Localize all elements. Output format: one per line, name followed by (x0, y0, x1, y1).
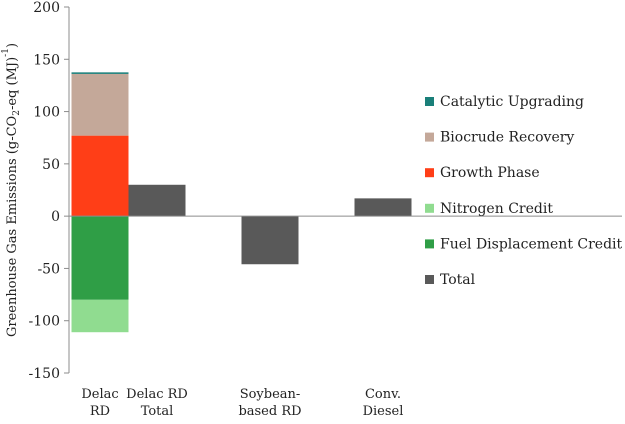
legend-swatch (425, 132, 434, 142)
legend-label: Total (440, 272, 476, 288)
category-label: Soybean-based RD (238, 387, 301, 419)
y-tick-label: 50 (42, 157, 60, 173)
category-label-line: Diesel (363, 404, 404, 419)
y-tick-label: 100 (33, 105, 60, 121)
legend-swatch (425, 97, 434, 106)
y-tick-label: -100 (29, 314, 60, 330)
y-axis-title-part: ) (5, 43, 20, 48)
y-ticks-group: -150 -100 -50 0 50 100 150 200 (29, 0, 69, 382)
y-tick-label: 150 (33, 52, 60, 68)
bar-biocrude-recovery-0 (71, 73, 129, 136)
category-label-line: Conv. (365, 387, 401, 402)
category-label-line: Delac (81, 387, 118, 402)
category-label: Conv. Diesel (363, 387, 404, 419)
category-label-line: based RD (238, 404, 301, 419)
category-label: Delac RD (81, 387, 118, 419)
legend-label: Catalytic Upgrading (440, 94, 584, 110)
y-tick-label: 0 (51, 209, 60, 225)
y-tick-label: 200 (33, 0, 60, 16)
legend-swatch (425, 203, 434, 213)
bar-growth-phase-0 (71, 135, 129, 217)
bar-total-1 (128, 184, 186, 217)
legend-label: Growth Phase (440, 165, 540, 181)
category-label-line: Soybean- (240, 387, 301, 402)
legend-label: Fuel Displacement Credit (440, 236, 623, 252)
bar-nitrogen-credit-0 (71, 299, 129, 333)
category-label-line: Total (141, 404, 174, 419)
y-axis-title-part: Greenhouse Gas Emissions (g-CO (5, 116, 20, 337)
legend: Catalytic Upgrading Biocrude Recovery Grow… (425, 94, 623, 288)
legend-swatch (425, 239, 434, 249)
y-tick-label: -150 (29, 366, 60, 382)
bar-catalytic-upgrading-0 (71, 72, 129, 74)
legend-label: Biocrude Recovery (440, 130, 574, 146)
category-label: Delac RD Total (126, 387, 188, 419)
legend-swatch (425, 275, 434, 284)
y-tick-label: -50 (37, 261, 60, 277)
axis-group (68, 7, 622, 373)
bars-group (71, 72, 412, 333)
y-axis-title-part: 2 (12, 110, 22, 116)
y-axis-title: Greenhouse Gas Emissions (g-CO2-eq (MJ)-… (1, 43, 22, 337)
category-label-line: Delac RD (126, 387, 188, 402)
y-axis-title-part: -1 (1, 48, 11, 57)
legend-label: Nitrogen Credit (440, 201, 553, 217)
bar-total-3 (354, 198, 412, 217)
legend-swatch (425, 168, 434, 178)
bar-fuel-displacement-credit-0 (71, 216, 129, 300)
bar-total-2 (241, 216, 299, 265)
y-axis-title-part: -eq (MJ) (5, 57, 20, 110)
category-label-line: RD (90, 404, 110, 419)
